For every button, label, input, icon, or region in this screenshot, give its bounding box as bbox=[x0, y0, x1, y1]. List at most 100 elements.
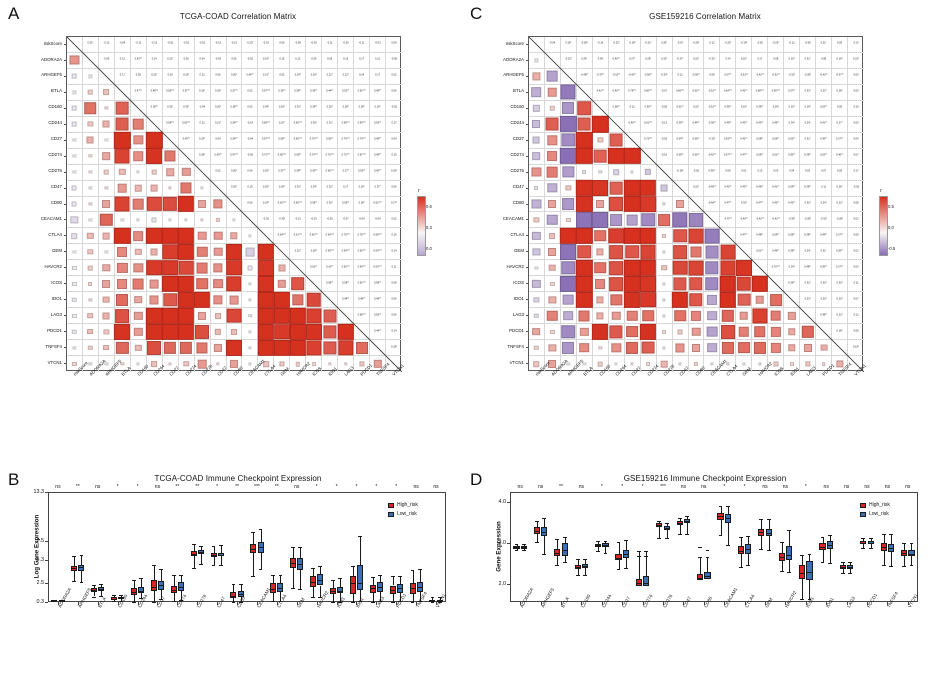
correlation-value: 0.17 bbox=[853, 169, 859, 173]
boxplot-whisker-cap bbox=[807, 554, 812, 556]
boxplot-whisker-cap bbox=[338, 578, 343, 580]
correlation-cell: 0.20* bbox=[210, 100, 227, 117]
significance-marker: * bbox=[355, 484, 358, 490]
correlation-value: -0.42** bbox=[707, 153, 716, 157]
boxplot-whisker-cap bbox=[677, 517, 682, 519]
correlation-cell bbox=[544, 196, 561, 213]
correlation-value: -0.51** bbox=[707, 90, 716, 94]
correlation-square bbox=[248, 362, 252, 366]
boxplot-whisker-cap bbox=[779, 542, 784, 544]
correlation-value: 0.75*** bbox=[357, 233, 366, 237]
boxplot-whisker bbox=[768, 519, 770, 530]
correlation-value: 0.19* bbox=[565, 42, 572, 46]
correlation-square bbox=[162, 307, 179, 324]
correlation-cell bbox=[688, 340, 705, 357]
correlation-value: -0.44** bbox=[707, 201, 716, 205]
y-tick-mark bbox=[507, 583, 510, 585]
correlation-cell bbox=[656, 260, 673, 277]
correlation-square bbox=[213, 278, 223, 289]
correlation-square bbox=[103, 89, 110, 96]
correlation-cell: 0.27* bbox=[370, 180, 387, 197]
correlation-value: 0.26* bbox=[836, 185, 843, 189]
correlation-cell bbox=[98, 340, 115, 357]
correlation-square bbox=[232, 218, 236, 222]
correlation-value: 0.31* bbox=[326, 121, 333, 125]
correlation-value: -0.41** bbox=[628, 74, 637, 78]
correlation-square bbox=[146, 148, 163, 165]
correlation-value: 0.37** bbox=[836, 265, 844, 269]
correlation-value: 0.76*** bbox=[325, 153, 334, 157]
correlation-cell bbox=[688, 292, 705, 309]
legend-item[interactable]: High_risk bbox=[860, 502, 890, 508]
correlation-square bbox=[820, 344, 828, 352]
correlation-square bbox=[532, 120, 541, 129]
correlation-square bbox=[691, 343, 700, 352]
correlation-value: -0.40** bbox=[739, 217, 748, 221]
correlation-value: 0.45** bbox=[374, 153, 382, 157]
boxplot-whisker-cap bbox=[657, 520, 662, 522]
correlation-cell bbox=[640, 148, 657, 165]
correlation-cell: 0.60*** bbox=[290, 116, 307, 133]
correlation-value: 0.03 bbox=[247, 105, 253, 109]
boxplot-median bbox=[908, 553, 915, 555]
legend-item[interactable]: Low_risk bbox=[388, 511, 418, 517]
matrix-row-label: CD27 bbox=[50, 136, 62, 142]
boxplot-median bbox=[58, 600, 65, 602]
boxplot-box bbox=[635, 578, 642, 586]
legend-item[interactable]: High_risk bbox=[388, 502, 418, 508]
correlation-cell bbox=[704, 324, 721, 341]
boxplot-box bbox=[389, 585, 396, 595]
x-tick-mark bbox=[724, 602, 726, 605]
correlation-cell: 0.38** bbox=[146, 100, 163, 117]
boxplot-whisker-cap bbox=[583, 574, 588, 576]
boxplot-whisker-cap bbox=[331, 579, 335, 581]
correlation-cell: 0.13 bbox=[752, 164, 769, 181]
correlation-cell: 0.51** bbox=[752, 244, 769, 261]
boxplot-whisker-cap bbox=[198, 545, 203, 547]
correlation-cell bbox=[529, 228, 545, 245]
correlation-value: 0.72*** bbox=[261, 153, 270, 157]
correlation-value: -0.27* bbox=[676, 58, 684, 62]
boxplot-whisker bbox=[74, 555, 76, 566]
correlation-value: 0.11 bbox=[853, 281, 859, 285]
boxplot-whisker-cap bbox=[902, 565, 907, 567]
correlation-square bbox=[72, 313, 77, 318]
significance-marker: ns bbox=[294, 484, 300, 490]
boxplot-whisker-cap bbox=[521, 550, 526, 552]
correlation-cell bbox=[257, 275, 275, 293]
correlation-cell bbox=[592, 292, 609, 309]
correlation-cell bbox=[306, 276, 323, 293]
correlation-cell: 0.30* bbox=[800, 196, 817, 213]
correlation-cell: 0.48** bbox=[800, 260, 817, 277]
correlation-value: 0.79*** bbox=[628, 90, 637, 94]
correlation-cell: 0.31* bbox=[816, 244, 833, 261]
correlation-cell bbox=[67, 260, 83, 277]
boxplot-whisker bbox=[544, 535, 546, 555]
x-tick-mark bbox=[601, 602, 603, 605]
boxplot-box bbox=[847, 564, 854, 569]
correlation-cell bbox=[194, 324, 211, 341]
boxplot-median bbox=[676, 522, 683, 524]
correlation-square bbox=[752, 308, 768, 324]
x-tick-mark bbox=[540, 602, 542, 605]
boxplot-median bbox=[329, 591, 336, 592]
correlation-cell: -0.49** bbox=[704, 180, 721, 197]
correlation-square bbox=[721, 309, 735, 322]
correlation-value: 0.61*** bbox=[644, 121, 653, 125]
matrix-row-label: ICOS bbox=[51, 279, 62, 285]
correlation-cell bbox=[194, 244, 211, 261]
boxplot-whisker-cap bbox=[603, 552, 608, 554]
correlation-value: 0.17 bbox=[391, 121, 397, 125]
correlation-value: 0.74*** bbox=[309, 153, 318, 157]
boxplot-median bbox=[656, 525, 663, 527]
correlation-square bbox=[213, 231, 223, 241]
correlation-value: 0.08 bbox=[709, 74, 715, 78]
correlation-square bbox=[662, 250, 666, 254]
correlation-square bbox=[104, 138, 108, 142]
correlation-value: 0.36** bbox=[836, 249, 844, 253]
correlation-cell: -0.21* bbox=[640, 37, 657, 53]
correlation-value: 0.55** bbox=[294, 153, 302, 157]
boxplot-median bbox=[799, 573, 806, 575]
legend-item[interactable]: Low_risk bbox=[860, 511, 890, 517]
correlation-cell: 0.44** bbox=[688, 116, 705, 133]
